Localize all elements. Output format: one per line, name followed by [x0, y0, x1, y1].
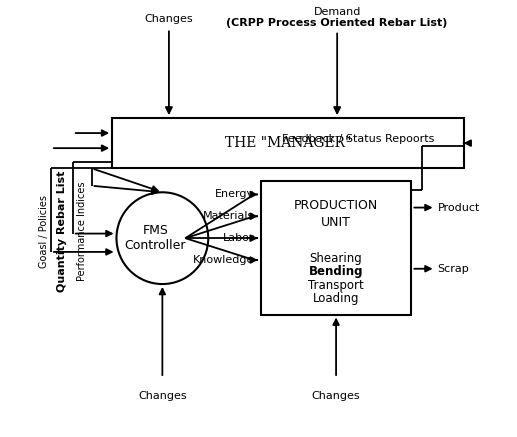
Text: FMS
Controller: FMS Controller: [125, 224, 186, 252]
Text: Changes: Changes: [145, 14, 193, 24]
Text: Performance Indices: Performance Indices: [77, 182, 86, 281]
Text: Knowledge: Knowledge: [193, 255, 254, 265]
Text: Demand: Demand: [313, 7, 361, 17]
Text: Goasl / Policies: Goasl / Policies: [39, 195, 49, 268]
Text: Bending: Bending: [309, 266, 363, 278]
Bar: [112, 118, 464, 168]
Text: Scrap: Scrap: [438, 264, 469, 274]
Text: Loading: Loading: [313, 292, 359, 305]
Text: UNIT: UNIT: [321, 216, 351, 229]
Text: (CRPP Process Oriented Rebar List): (CRPP Process Oriented Rebar List): [226, 18, 448, 28]
Text: Transport: Transport: [308, 279, 364, 292]
Text: Quantity Rebar List: Quantity Rebar List: [57, 171, 67, 292]
Text: Labor: Labor: [223, 233, 254, 243]
Bar: [261, 181, 412, 315]
Text: Changes: Changes: [312, 391, 360, 401]
Text: THE "MANAGER": THE "MANAGER": [225, 136, 351, 150]
Circle shape: [116, 192, 208, 284]
Text: Shearing: Shearing: [310, 252, 362, 265]
Text: PRODUCTION: PRODUCTION: [294, 199, 378, 212]
Text: Materials: Materials: [203, 212, 254, 221]
Text: Changes: Changes: [138, 391, 187, 401]
Text: Feedback / Status Repoorts: Feedback / Status Repoorts: [282, 134, 434, 144]
Text: Product: Product: [438, 203, 480, 212]
Text: Energy: Energy: [215, 190, 254, 199]
